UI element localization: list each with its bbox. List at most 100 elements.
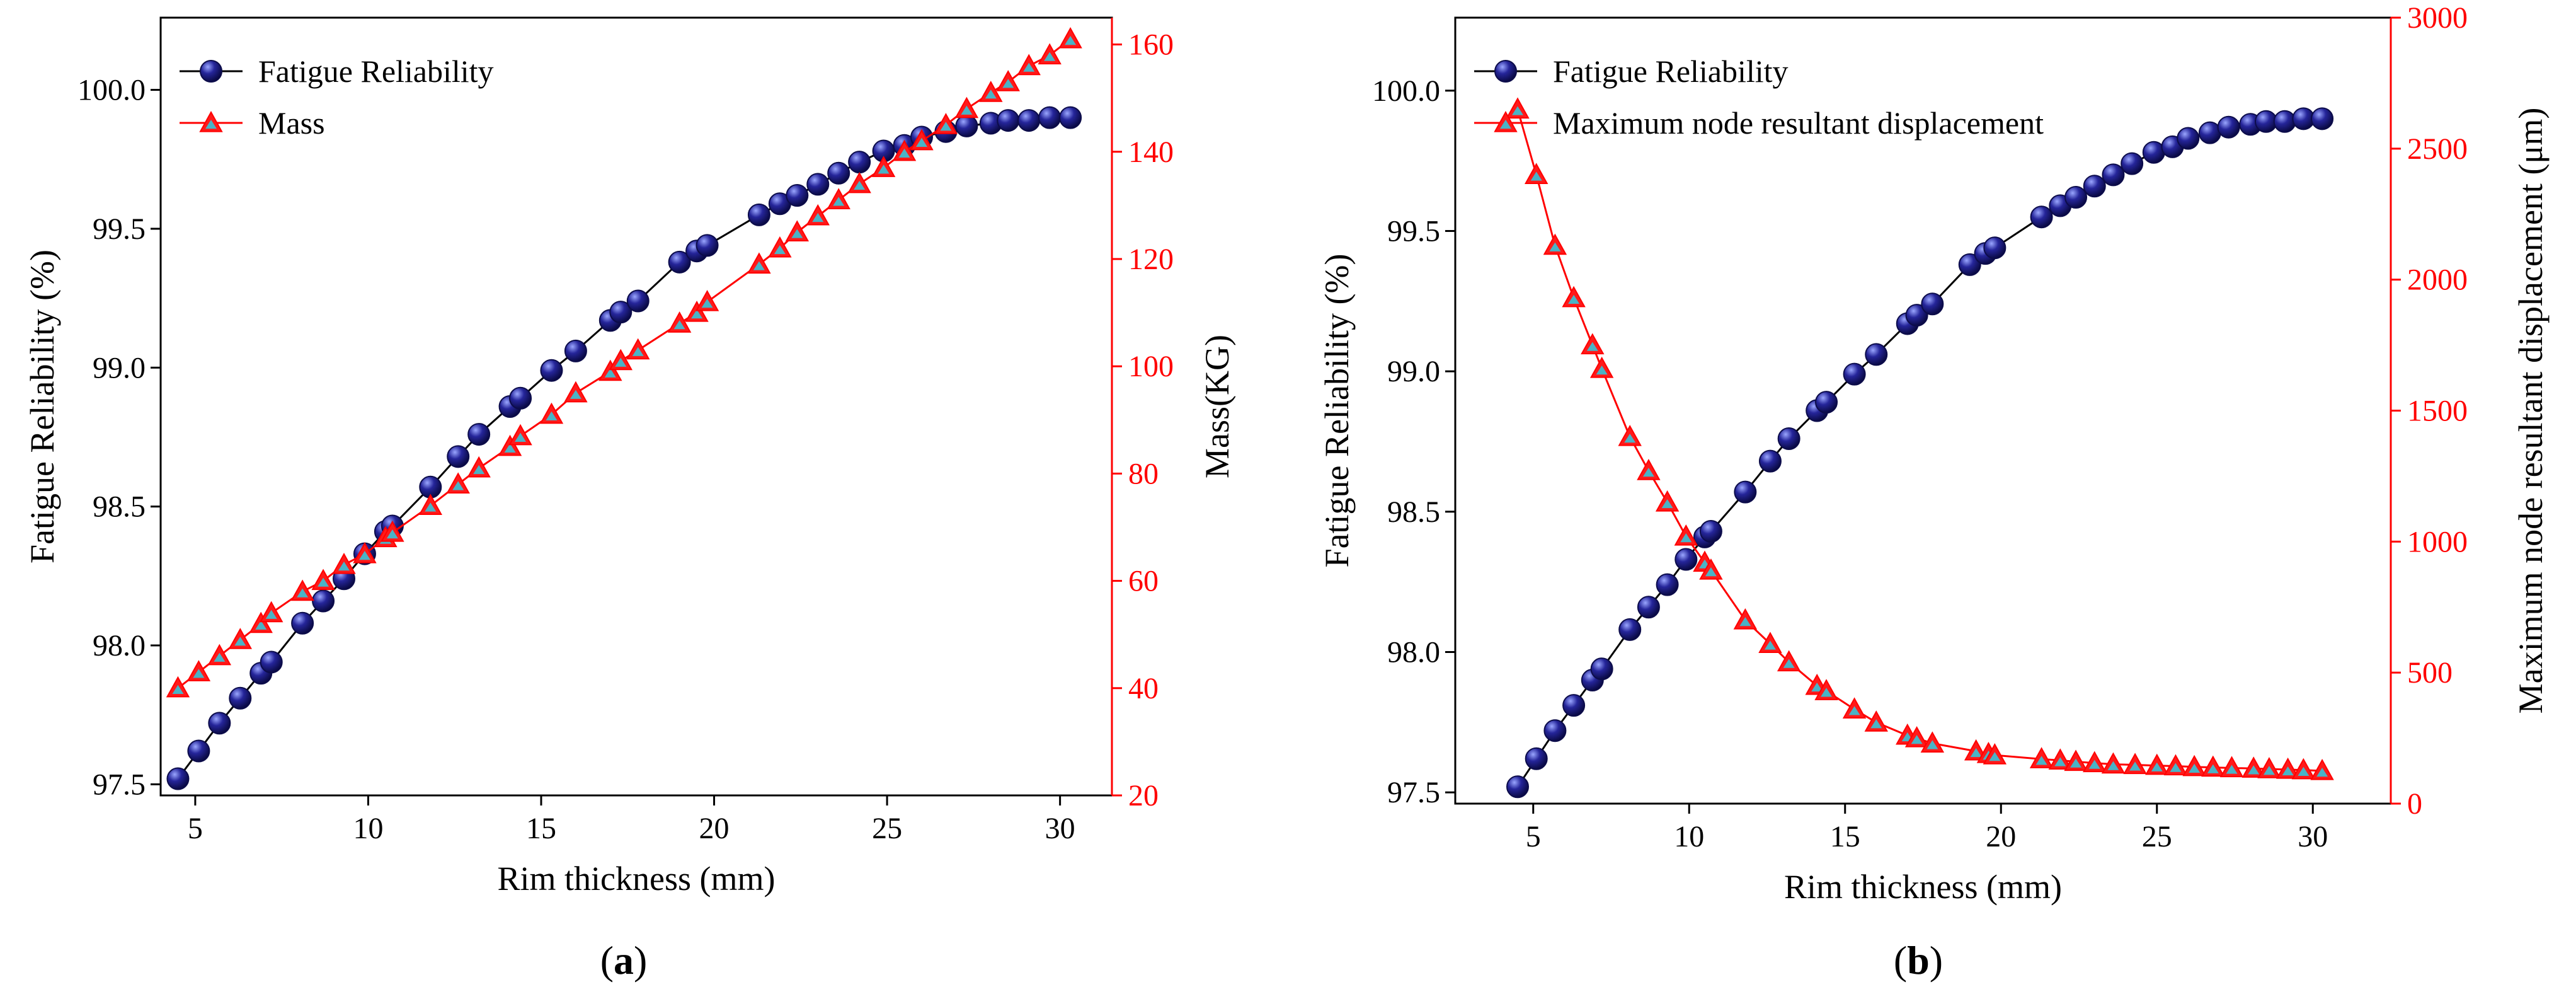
displacement-point-fill [2129,761,2141,771]
mass-point-fill [504,443,516,453]
y-left-tick-label: 99.0 [93,351,146,384]
reliability-point [564,339,587,362]
reliability-point [626,289,650,313]
reliability-point [208,712,231,735]
y-left-tick-label: 99.0 [1387,355,1440,388]
legend-label: Fatigue Reliability [1553,54,1789,89]
reliability-point [2064,186,2088,209]
y-left-tick-label: 98.0 [93,629,146,662]
mass-point-fill [1044,52,1056,61]
y-right-tick-label: 2500 [2407,132,2468,166]
mass-point-fill [473,465,485,475]
panel-b: (b) 5 10 15 20 25 30 97.5 98.0 98.5 99.0 99.5 100.0… [1318,1,2550,983]
reliability-point [1562,694,1586,717]
x-tick-label: 30 [1045,812,1075,845]
reliability-point [696,234,719,257]
panel-b-caption: (b) [1894,938,1943,983]
reliability-point [2273,110,2296,133]
y-right-tick-label: 20 [1128,779,1159,812]
x-tick-label: 20 [1986,820,2016,853]
mass-point-fill [265,609,277,619]
reliability-point [1865,343,1888,366]
displacement-point-fill [1624,434,1636,443]
panel-b-label: b [1907,938,1930,983]
y-left-tick-label: 99.5 [1387,214,1440,248]
mass-point-fill [833,197,845,206]
mass-point-fill [1065,36,1077,45]
displacement-point-fill [2316,768,2328,777]
mass-point-fill [255,620,267,630]
series-line-reliability [177,117,1071,780]
mass-point-fill [615,357,627,367]
y-right-tick-label: 140 [1128,136,1174,169]
reliability-point [668,250,691,274]
displacement-point-fill [1549,242,1561,251]
displacement-point-fill [2151,762,2163,771]
mass-point-fill [386,529,398,539]
mass-point-fill [318,577,329,587]
y-right-tick-label: 60 [1128,565,1159,598]
displacement-point-fill [2088,759,2100,769]
y-right-tick-label: 120 [1128,243,1174,276]
reliability-point [187,739,210,763]
panel-a-caption: (a) [600,938,648,983]
reliability-point [2030,205,2053,229]
displacement-point-fill [1911,735,1923,744]
reliability-point [1590,657,1613,681]
mass-point-fill [854,180,866,190]
x-tick-label: 25 [2142,820,2172,853]
y-right-tick-label: 3000 [2407,1,2468,35]
mass-point-fill [673,320,685,330]
legend-label: Maximum node resultant displacement [1553,105,2044,141]
mass-point-fill [604,368,616,378]
y-right-tick-label: 1000 [2407,525,2468,558]
displacement-point-fill [1783,659,1795,668]
x-tick-label: 10 [1674,820,1704,853]
displacement-point-fill [1811,682,1823,692]
x-tick-label: 10 [353,812,383,845]
reliability-point [806,173,830,196]
y-left-tick-label: 99.5 [93,212,146,246]
mass-point-fill [791,229,803,238]
reliability-point [1618,618,1642,641]
mass-point-fill [961,105,973,115]
x-tick-label: 20 [699,812,730,845]
mass-point-fill [940,122,952,131]
y-right-tick-label: 160 [1128,28,1174,62]
reliability-point [467,423,491,446]
x-tick-label: 25 [872,812,902,845]
reliability-point [827,161,850,185]
y-right-tick-label: 2000 [2407,263,2468,297]
displacement-point-fill [1596,365,1608,375]
y-right-tick-label: 100 [1128,350,1174,383]
y-right-tick-label: 1500 [2407,395,2468,428]
legend-marker-fill [1500,120,1511,129]
reliability-point [1777,427,1800,451]
mass-point-fill [338,562,350,571]
x-axis-title: Rim thickness (mm) [498,860,776,898]
mass-point-fill [691,309,703,319]
y-left-axis-title: Fatigue Reliability (%) [23,250,61,563]
reliability-point [1017,109,1041,132]
displacement-point-fill [2263,766,2275,775]
displacement-point-fill [1705,567,1717,577]
legend-marker-circle [1494,60,1517,83]
displacement-point-fill [1989,752,2001,761]
x-axis-title: Rim thickness (mm) [1784,868,2062,906]
reliability-point [1656,573,1679,596]
reliability-point [1543,719,1567,742]
reliability-point [1905,304,1928,327]
reliability-point [2311,107,2334,130]
x-tick-label: 5 [188,812,203,845]
panel-a: (a) 5 10 15 20 25 30 97.5 98.0 98.5 99.0 99.5 100.0… [23,16,1236,983]
reliability-point [2083,175,2106,198]
displacement-point-fill [2248,765,2260,775]
reliability-point [509,386,532,410]
y-right-axis-title: Mass(KG) [1198,335,1236,478]
displacement-point-fill [1530,171,1542,181]
legend-marker-circle [200,60,222,83]
mass-point-fill [452,481,464,490]
mass-point-fill [172,684,184,694]
reliability-point [2142,141,2165,164]
